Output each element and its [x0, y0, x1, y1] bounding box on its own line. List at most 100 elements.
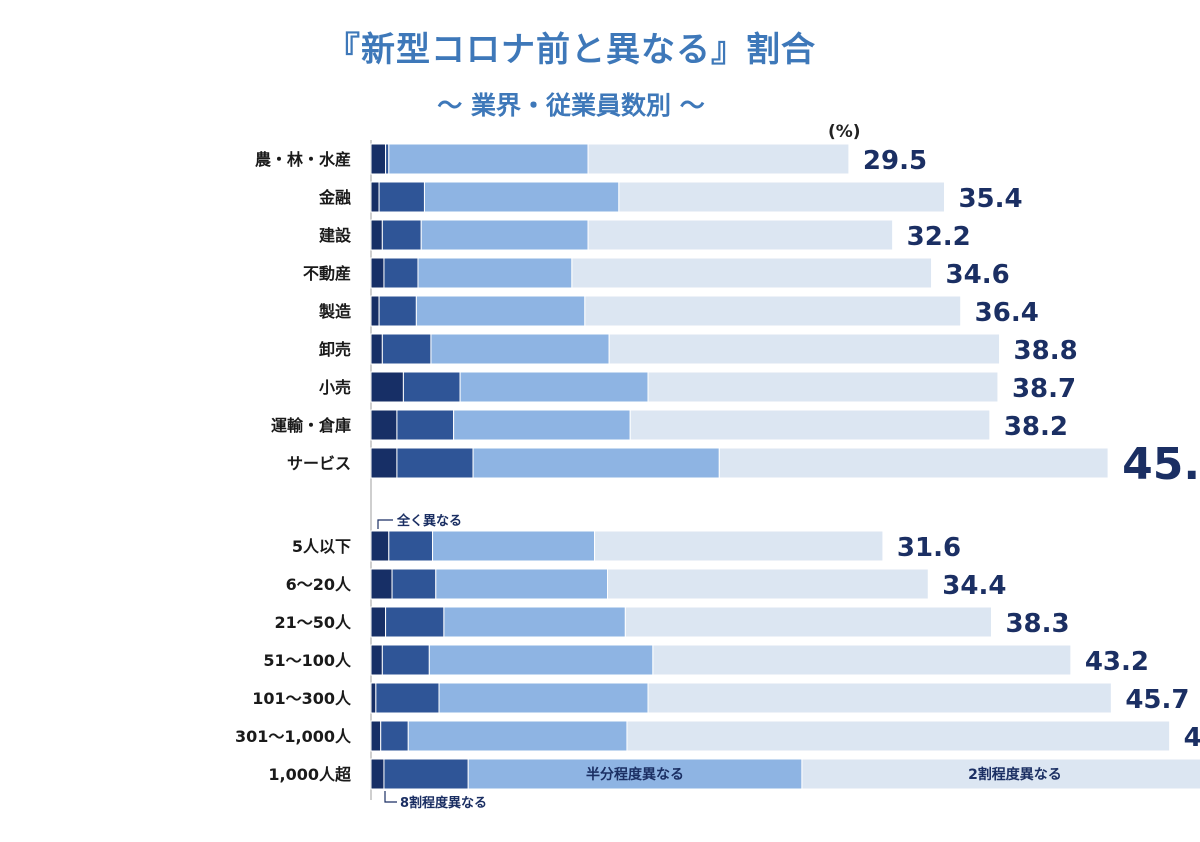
category-label: 小売: [319, 378, 351, 397]
bar-segment-half: [428, 644, 654, 676]
bar-segment-completely: [370, 720, 382, 752]
bar-segment-completely: [370, 606, 387, 638]
bar-segment-eighty: [396, 447, 474, 479]
total-value-label: 45.5: [1122, 439, 1200, 490]
bar-segment-completely: [370, 758, 385, 790]
category-label: 51〜100人: [263, 651, 352, 670]
category-label: 6〜20人: [286, 575, 352, 594]
bar-segment-eighty: [383, 758, 469, 790]
total-value-label: 36.4: [975, 298, 1039, 328]
legend-label-eighty: 8割程度異なる: [400, 795, 487, 811]
bar-segment-half: [432, 530, 596, 562]
bar-segment-half: [388, 143, 589, 175]
bar-segment-half: [472, 447, 720, 479]
bar-segment-half: [420, 219, 589, 251]
category-label: 21〜50人: [274, 613, 352, 632]
bar-segment-eighty: [378, 295, 417, 327]
bar-segment-completely: [370, 409, 398, 441]
bar-segment-twenty: [624, 606, 992, 638]
bar-segment-completely: [370, 447, 398, 479]
total-value-label: 43.2: [1085, 647, 1149, 677]
category-label: サービス: [287, 454, 351, 473]
bar-segment-completely: [370, 333, 383, 365]
bar-segment-twenty: [647, 682, 1112, 714]
bar-segment-half: [438, 682, 649, 714]
bar-segment-completely: [370, 143, 387, 175]
bar-segment-twenty: [584, 295, 962, 327]
category-label: 301〜1,000人: [235, 727, 352, 746]
bar-segment-half: [459, 371, 649, 403]
bar-segment-half: [423, 181, 620, 213]
bar-segment-twenty: [647, 371, 999, 403]
legend-label-twenty: 2割程度異なる: [968, 766, 1062, 783]
total-value-label: 38.2: [1004, 412, 1068, 442]
category-label: 運輸・倉庫: [271, 416, 351, 435]
total-value-label: 31.6: [897, 533, 961, 563]
bar-segment-completely: [370, 219, 383, 251]
bar-segment-twenty: [618, 181, 945, 213]
bar-segment-completely: [370, 295, 380, 327]
bar-segment-eighty: [381, 644, 430, 676]
bar-segment-half: [417, 257, 573, 289]
bar-segment-twenty: [607, 568, 929, 600]
category-label: 5人以下: [292, 537, 351, 556]
callout-line-completely: [377, 519, 393, 529]
total-value-label: 45.7: [1125, 685, 1189, 715]
bar-segment-completely: [370, 682, 377, 714]
category-label: 卸売: [319, 340, 351, 359]
total-value-label: 32.2: [907, 222, 971, 252]
bar-segment-twenty: [608, 333, 1001, 365]
bar-segment-twenty: [652, 644, 1072, 676]
total-value-label: 38.7: [1012, 374, 1076, 404]
bar-segment-twenty: [629, 409, 991, 441]
bar-segment-eighty: [381, 219, 422, 251]
legend-label-half: 半分程度異なる: [586, 766, 684, 783]
bar-segment-completely: [370, 371, 404, 403]
bar-segment-half: [443, 606, 626, 638]
bar-segment-half: [435, 568, 609, 600]
category-label: 金融: [318, 188, 351, 207]
bar-segment-twenty: [587, 219, 894, 251]
total-value-label: 34.6: [946, 260, 1010, 290]
bars-layer: [370, 140, 1200, 800]
category-label: 農・林・水産: [255, 150, 351, 169]
bar-segment-completely: [370, 644, 383, 676]
bar-segment-completely: [370, 257, 385, 289]
category-label: 1,000人超: [268, 765, 352, 784]
bar-segment-twenty: [594, 530, 884, 562]
bar-segment-half: [430, 333, 610, 365]
bar-segment-eighty: [383, 257, 419, 289]
total-value-label: 34.4: [942, 571, 1006, 601]
bar-segment-twenty: [571, 257, 933, 289]
callout-line-eighty: [384, 791, 397, 803]
bar-segment-twenty: [718, 447, 1109, 479]
bar-segment-eighty: [391, 568, 437, 600]
chart-subtitle: 〜 業界・従業員数別 〜: [437, 91, 705, 120]
bar-segment-eighty: [402, 371, 461, 403]
bar-segment-half: [415, 295, 586, 327]
bar-segment-completely: [370, 568, 393, 600]
category-label: 101〜300人: [252, 689, 352, 708]
chart-title: 『新型コロナ前と異なる』割合: [326, 30, 816, 70]
legend-label-completely: 全く異なる: [396, 513, 462, 529]
bar-segment-twenty: [587, 143, 850, 175]
bar-segment-eighty: [380, 720, 409, 752]
bar-segment-eighty: [375, 682, 440, 714]
category-label: 不動産: [303, 264, 351, 283]
category-label: 建設: [319, 226, 352, 245]
unit-label: (%): [828, 122, 861, 142]
bar-segment-twenty: [626, 720, 1171, 752]
category-label: 製造: [318, 302, 352, 321]
bar-segment-eighty: [396, 409, 455, 441]
total-value-label: 35.4: [958, 184, 1022, 214]
total-value-label: 49.3: [1184, 723, 1200, 753]
bar-segment-half: [453, 409, 631, 441]
bar-segment-eighty: [385, 606, 445, 638]
total-value-label: 38.8: [1014, 336, 1078, 366]
total-value-label: 38.3: [1005, 609, 1069, 639]
total-value-label: 29.5: [863, 146, 927, 176]
bar-segment-twenty: [801, 758, 1200, 790]
bar-segment-eighty: [378, 181, 425, 213]
bar-segment-completely: [370, 530, 390, 562]
